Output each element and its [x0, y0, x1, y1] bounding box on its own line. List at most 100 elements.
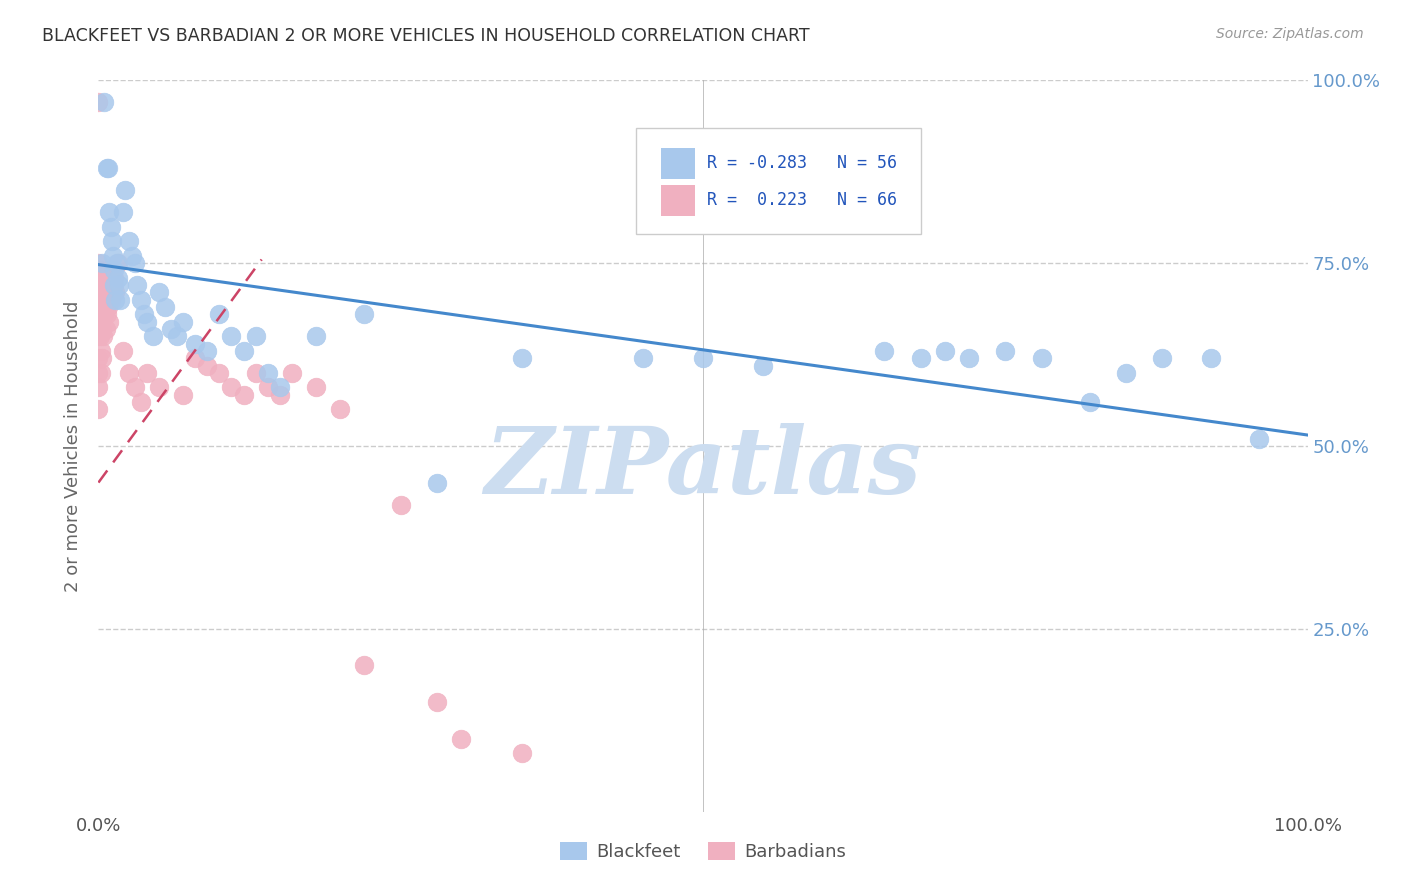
- Point: [269, 388, 291, 402]
- Point: [111, 205, 134, 219]
- Point: [98, 315, 121, 329]
- Point: [91, 351, 114, 366]
- Point: [90, 315, 112, 329]
- Point: [426, 475, 449, 490]
- Point: [111, 343, 134, 358]
- Point: [96, 307, 118, 321]
- Point: [107, 256, 129, 270]
- Point: [1249, 432, 1271, 446]
- Point: [105, 256, 128, 270]
- Point: [100, 219, 122, 234]
- Point: [91, 329, 114, 343]
- Point: [89, 263, 111, 277]
- Point: [90, 343, 112, 358]
- Point: [994, 343, 1017, 358]
- Point: [160, 322, 183, 336]
- FancyBboxPatch shape: [637, 128, 921, 234]
- Point: [89, 307, 111, 321]
- Text: BLACKFEET VS BARBADIAN 2 OR MORE VEHICLES IN HOUSEHOLD CORRELATION CHART: BLACKFEET VS BARBADIAN 2 OR MORE VEHICLE…: [42, 27, 810, 45]
- Point: [87, 366, 110, 380]
- Text: Source: ZipAtlas.com: Source: ZipAtlas.com: [1216, 27, 1364, 41]
- Point: [153, 300, 176, 314]
- Text: R = -0.283   N = 56: R = -0.283 N = 56: [707, 154, 897, 172]
- Legend: Blackfeet, Barbadians: Blackfeet, Barbadians: [553, 835, 853, 869]
- Point: [104, 293, 127, 307]
- Point: [93, 278, 115, 293]
- Point: [87, 380, 110, 394]
- Point: [97, 278, 120, 293]
- Point: [103, 278, 125, 293]
- Point: [389, 498, 412, 512]
- Point: [426, 695, 449, 709]
- Point: [184, 336, 207, 351]
- Point: [184, 351, 207, 366]
- Point: [94, 293, 117, 307]
- Point: [256, 380, 278, 394]
- Point: [166, 329, 188, 343]
- Point: [90, 366, 112, 380]
- Point: [91, 278, 114, 293]
- Point: [129, 395, 152, 409]
- Point: [96, 285, 118, 300]
- Point: [91, 322, 114, 336]
- Point: [124, 380, 146, 394]
- Point: [510, 351, 533, 366]
- Point: [107, 270, 129, 285]
- Point: [450, 731, 472, 746]
- Point: [97, 300, 120, 314]
- Point: [142, 329, 165, 343]
- Point: [195, 359, 218, 373]
- Point: [752, 359, 775, 373]
- Point: [87, 402, 110, 417]
- Point: [90, 270, 112, 285]
- Text: ZIPatlas: ZIPatlas: [485, 423, 921, 513]
- Point: [135, 315, 157, 329]
- Point: [87, 95, 110, 110]
- Point: [100, 234, 122, 248]
- Point: [98, 293, 121, 307]
- Point: [103, 270, 125, 285]
- Point: [87, 278, 110, 293]
- Point: [89, 285, 111, 300]
- Point: [208, 366, 231, 380]
- Point: [118, 366, 141, 380]
- Point: [135, 366, 157, 380]
- Point: [692, 351, 714, 366]
- Point: [873, 343, 896, 358]
- Point: [957, 351, 980, 366]
- Point: [108, 278, 131, 293]
- Point: [104, 285, 127, 300]
- Point: [103, 263, 125, 277]
- Point: [87, 293, 110, 307]
- Point: [305, 329, 328, 343]
- Point: [93, 307, 115, 321]
- Point: [97, 161, 120, 175]
- Point: [172, 388, 194, 402]
- Point: [114, 183, 136, 197]
- Point: [148, 380, 170, 394]
- Point: [124, 256, 146, 270]
- Point: [172, 315, 194, 329]
- Point: [281, 366, 304, 380]
- Point: [96, 161, 118, 175]
- Point: [118, 234, 141, 248]
- Point: [89, 329, 111, 343]
- Point: [127, 278, 149, 293]
- Point: [148, 285, 170, 300]
- Point: [269, 380, 291, 394]
- Point: [129, 293, 152, 307]
- Point: [1078, 395, 1101, 409]
- Point: [329, 402, 352, 417]
- Point: [353, 658, 375, 673]
- Point: [91, 293, 114, 307]
- Point: [100, 263, 122, 277]
- Point: [91, 256, 114, 270]
- Point: [1152, 351, 1174, 366]
- Point: [195, 343, 218, 358]
- Point: [510, 746, 533, 760]
- Point: [1031, 351, 1053, 366]
- Point: [245, 366, 267, 380]
- Point: [221, 329, 243, 343]
- Point: [631, 351, 654, 366]
- Point: [98, 205, 121, 219]
